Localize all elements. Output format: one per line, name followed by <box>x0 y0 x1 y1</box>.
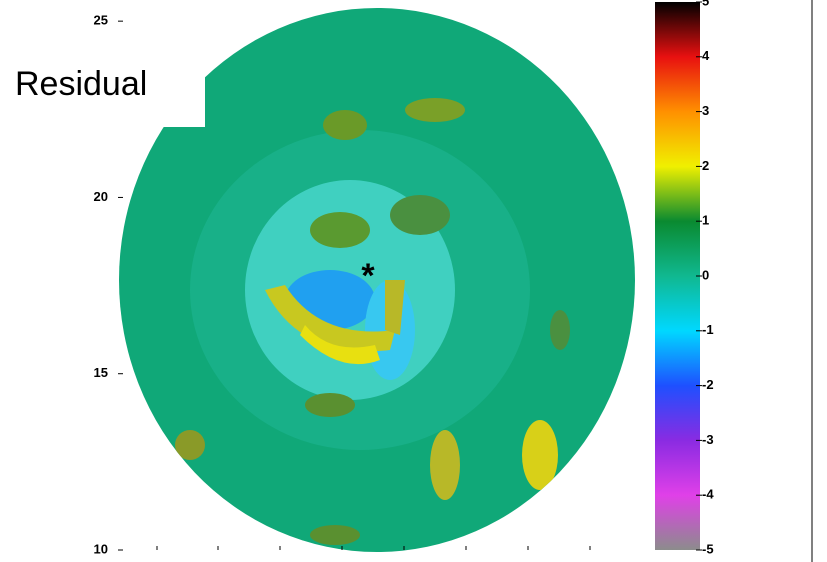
y-tick-label: 20 <box>94 189 108 204</box>
y-tick-label: 10 <box>94 541 108 556</box>
colorbar-tick-label: -3 <box>702 432 714 447</box>
colorbar-tick-label: -2 <box>702 377 714 392</box>
colorbar-tick-label: 3 <box>702 103 709 118</box>
colorbar-tick-label: 0 <box>702 267 709 282</box>
y-tick-label: 15 <box>94 365 108 380</box>
colorbar-tick-label: 2 <box>702 158 709 173</box>
center-marker: * <box>361 257 375 295</box>
colorbar <box>655 2 700 550</box>
panel-label: Residual <box>15 65 147 103</box>
colorbar-tick-label: -4 <box>702 487 714 502</box>
chart: * Residual 10 15 20 25 -5 -4 -3 -2 -1 0 1 2 3 4 5 <box>0 0 827 562</box>
colorbar-tick-label: 1 <box>702 213 709 228</box>
colorbar-tick-label: -1 <box>702 322 714 337</box>
colorbar-tick-label: 4 <box>702 48 710 63</box>
colorbar-tick-label: -5 <box>702 541 714 556</box>
colorbar-tick-label: 5 <box>702 0 709 8</box>
y-tick-label: 25 <box>94 13 108 28</box>
